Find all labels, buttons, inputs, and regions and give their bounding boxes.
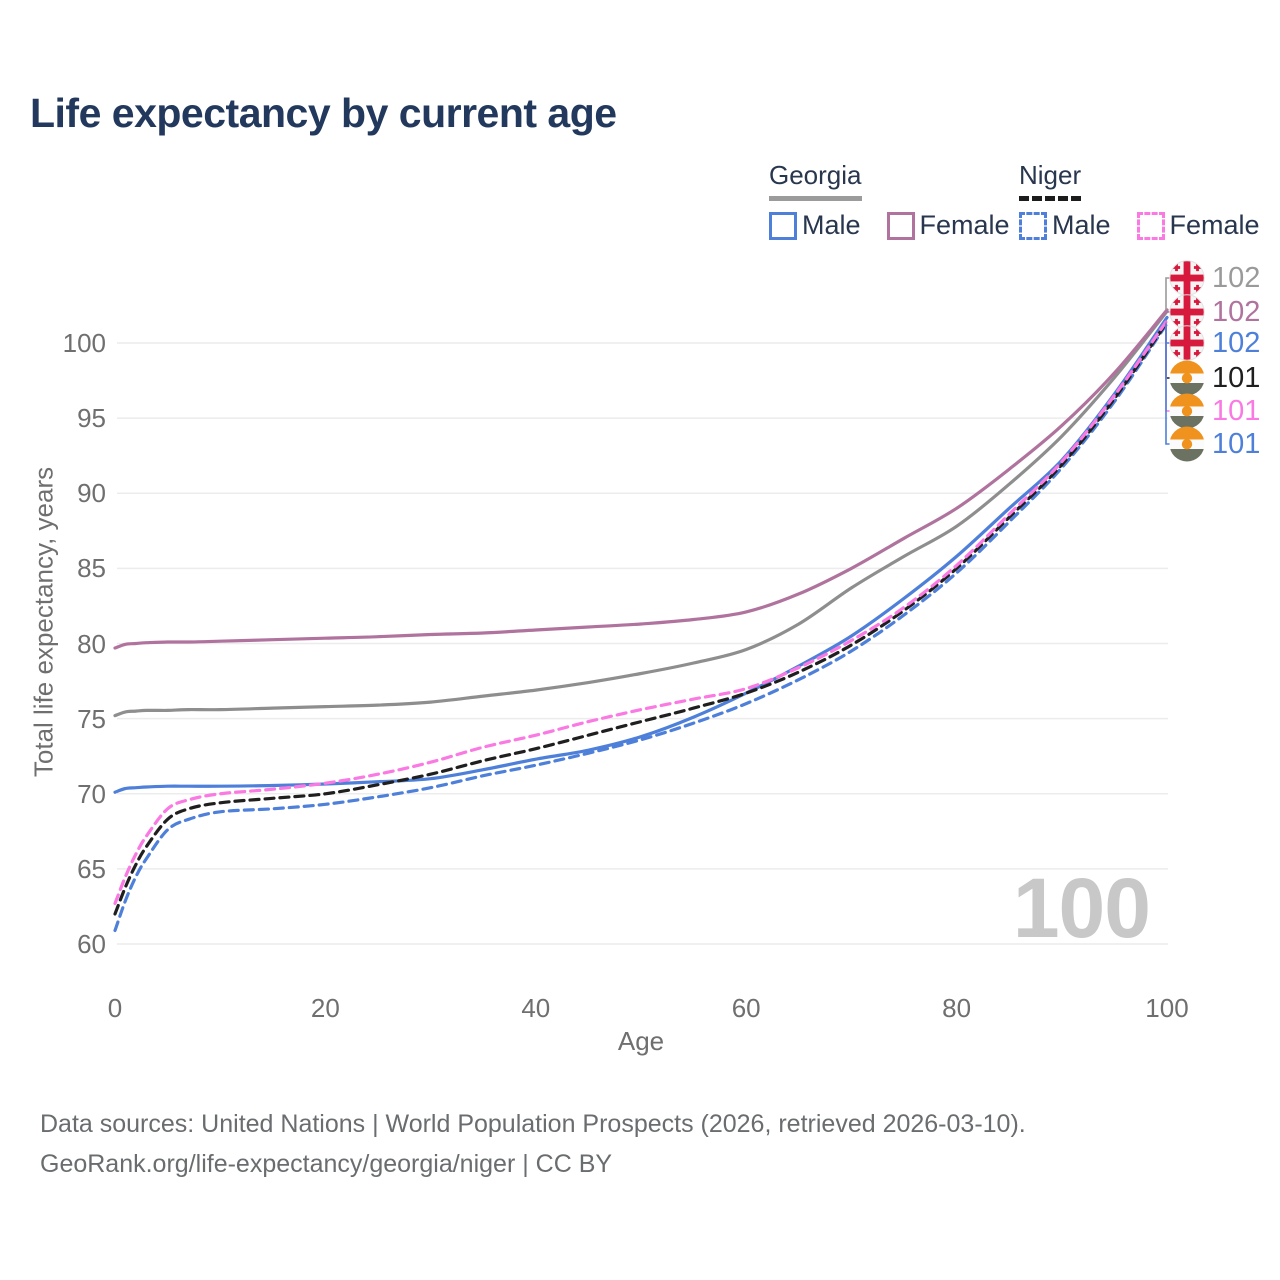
end-label-row: 102 bbox=[1169, 260, 1260, 296]
niger-flag-icon bbox=[1169, 360, 1205, 396]
y-tick-label: 85 bbox=[77, 553, 106, 584]
legend-group-georgia: Georgia Male Female bbox=[769, 160, 1010, 241]
niger-flag-icon bbox=[1169, 426, 1205, 462]
footer: Data sources: United Nations | World Pop… bbox=[40, 1104, 1026, 1184]
x-tick-label: 20 bbox=[310, 993, 340, 1023]
end-label-value: 102 bbox=[1212, 326, 1261, 359]
series-line-georgia-both-sexes bbox=[113, 309, 1169, 718]
y-tick-label: 95 bbox=[77, 403, 106, 434]
legend-item-niger-male[interactable]: Male bbox=[1019, 210, 1111, 241]
legend-label-niger-male: Male bbox=[1052, 210, 1111, 240]
x-tick-label: 100 bbox=[1145, 993, 1189, 1023]
niger-flag-icon bbox=[1169, 393, 1205, 429]
end-label-value: 101 bbox=[1212, 361, 1261, 394]
legend-label-georgia-female: Female bbox=[919, 210, 1010, 240]
footer-attribution-link[interactable]: GeoRank.org/life-expectancy/georgia/nige… bbox=[40, 1150, 613, 1178]
end-label-row: 101 bbox=[1169, 393, 1260, 429]
x-tick-label: 60 bbox=[731, 993, 761, 1023]
series-line-niger-both-sexes bbox=[113, 320, 1169, 916]
georgia-flag-icon bbox=[1169, 294, 1205, 330]
y-tick-label: 90 bbox=[77, 478, 106, 509]
age-counter-watermark: 100 bbox=[1012, 861, 1151, 955]
end-label-row: 102 bbox=[1169, 294, 1260, 330]
legend-item-niger-female[interactable]: Female bbox=[1136, 210, 1260, 241]
legend-item-georgia-male[interactable]: Male bbox=[769, 210, 861, 241]
footer-data-sources: Data sources: United Nations | World Pop… bbox=[40, 1110, 1026, 1138]
niger-female-line-swatch-icon bbox=[1136, 211, 1165, 240]
end-label-row: 101 bbox=[1169, 360, 1260, 396]
page-title: Life expectancy by current age bbox=[30, 90, 617, 136]
georgia-male-line-swatch-icon bbox=[769, 211, 797, 240]
series-line-niger-male bbox=[113, 321, 1169, 933]
x-tick-label: 0 bbox=[107, 993, 123, 1023]
end-label-value: 101 bbox=[1212, 394, 1261, 427]
georgia-flag-icon bbox=[1169, 260, 1205, 296]
niger-male-line-swatch-icon bbox=[1019, 211, 1047, 240]
legend-country-georgia[interactable]: Georgia bbox=[769, 160, 862, 201]
y-tick-label: 80 bbox=[77, 628, 106, 659]
x-axis-title: Age bbox=[617, 1026, 665, 1056]
y-tick-label: 60 bbox=[77, 929, 106, 959]
x-tick-label: 80 bbox=[942, 993, 972, 1023]
y-tick-label: 100 bbox=[62, 328, 106, 358]
y-tick-label: 70 bbox=[77, 778, 106, 809]
georgia-flag-icon bbox=[1169, 325, 1205, 361]
end-label-row: 102 bbox=[1169, 325, 1260, 361]
series-line-niger-female bbox=[113, 318, 1169, 906]
end-label-value: 102 bbox=[1212, 261, 1261, 294]
end-label-value: 102 bbox=[1212, 295, 1261, 328]
end-label-value: 101 bbox=[1212, 427, 1261, 460]
legend-label-niger-female: Female bbox=[1169, 210, 1260, 240]
y-tick-label: 75 bbox=[77, 703, 106, 734]
x-tick-label: 40 bbox=[521, 993, 551, 1023]
legend-item-georgia-female[interactable]: Female bbox=[886, 210, 1010, 241]
end-label-row: 101 bbox=[1169, 426, 1260, 462]
series-line-georgia-male bbox=[113, 315, 1169, 794]
legend-group-niger: Niger Male Female bbox=[1019, 160, 1260, 241]
y-tick-label: 65 bbox=[77, 853, 106, 884]
georgia-female-line-swatch-icon bbox=[886, 211, 915, 240]
series-line-georgia-female bbox=[113, 308, 1169, 650]
legend-label-georgia-male: Male bbox=[802, 210, 861, 240]
legend-country-niger[interactable]: Niger bbox=[1019, 160, 1082, 201]
